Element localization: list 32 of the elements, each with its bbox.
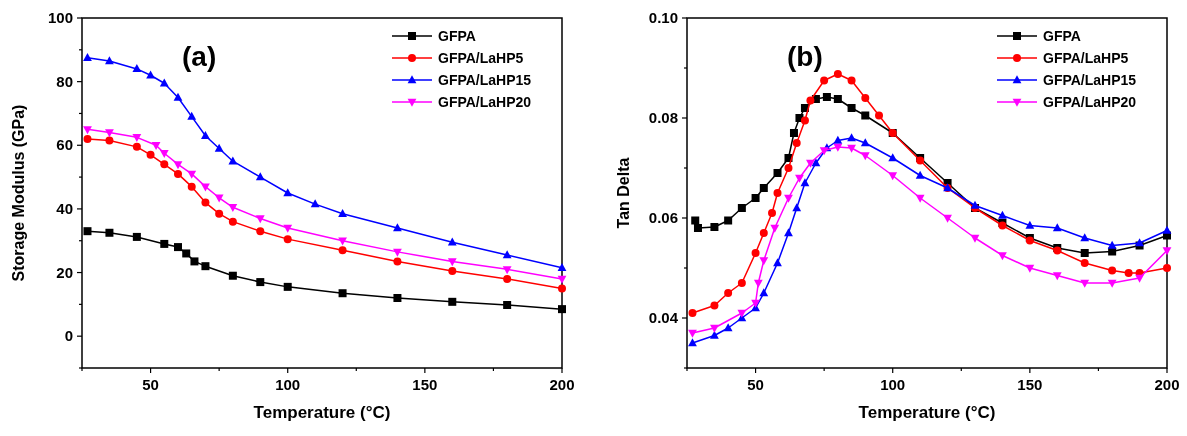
legend-label: GFPA/LaHP15 — [438, 72, 532, 88]
legend-label: GFPA/LaHP15 — [1043, 72, 1137, 88]
y-tick-label: 40 — [56, 199, 73, 217]
y-tick-label: 80 — [56, 72, 73, 90]
legend-label: GFPA — [1043, 28, 1081, 44]
y-tick-label: 0.06 — [648, 209, 678, 226]
legend-label: GFPA/LaHP20 — [1043, 94, 1137, 110]
y-tick-label: 0.04 — [648, 309, 679, 326]
annotation: (a) — [182, 41, 217, 72]
x-axis-title: Temperature (°C) — [253, 403, 391, 422]
y-tick-label: 20 — [56, 263, 73, 281]
x-tick-label: 50 — [747, 376, 764, 393]
x-tick-label: 100 — [275, 376, 301, 393]
legend-label: GFPA/LaHP5 — [1043, 50, 1129, 66]
x-axis-title: Temperature (°C) — [858, 403, 996, 422]
x-tick-label: 150 — [1017, 376, 1043, 393]
legend-label: GFPA/LaHP20 — [438, 94, 532, 110]
x-tick-label: 50 — [142, 376, 159, 393]
legend-label: GFPA/LaHP5 — [438, 50, 524, 66]
y-axis-title: Tan Delta — [615, 157, 632, 229]
y-tick-label: 0 — [64, 327, 73, 345]
x-tick-label: 150 — [412, 376, 438, 393]
legend-label: GFPA — [438, 28, 476, 44]
x-tick-label: 100 — [880, 376, 906, 393]
y-tick-label: 60 — [56, 136, 73, 154]
y-tick-label: 100 — [47, 9, 73, 26]
y-tick-label: 0.10 — [648, 9, 678, 26]
annotation: (b) — [787, 41, 823, 72]
x-tick-label: 200 — [549, 376, 575, 393]
y-tick-label: 0.08 — [648, 109, 678, 126]
x-tick-label: 200 — [1154, 376, 1180, 393]
y-axis-title: Storage Modulus (GPa) — [10, 104, 27, 282]
